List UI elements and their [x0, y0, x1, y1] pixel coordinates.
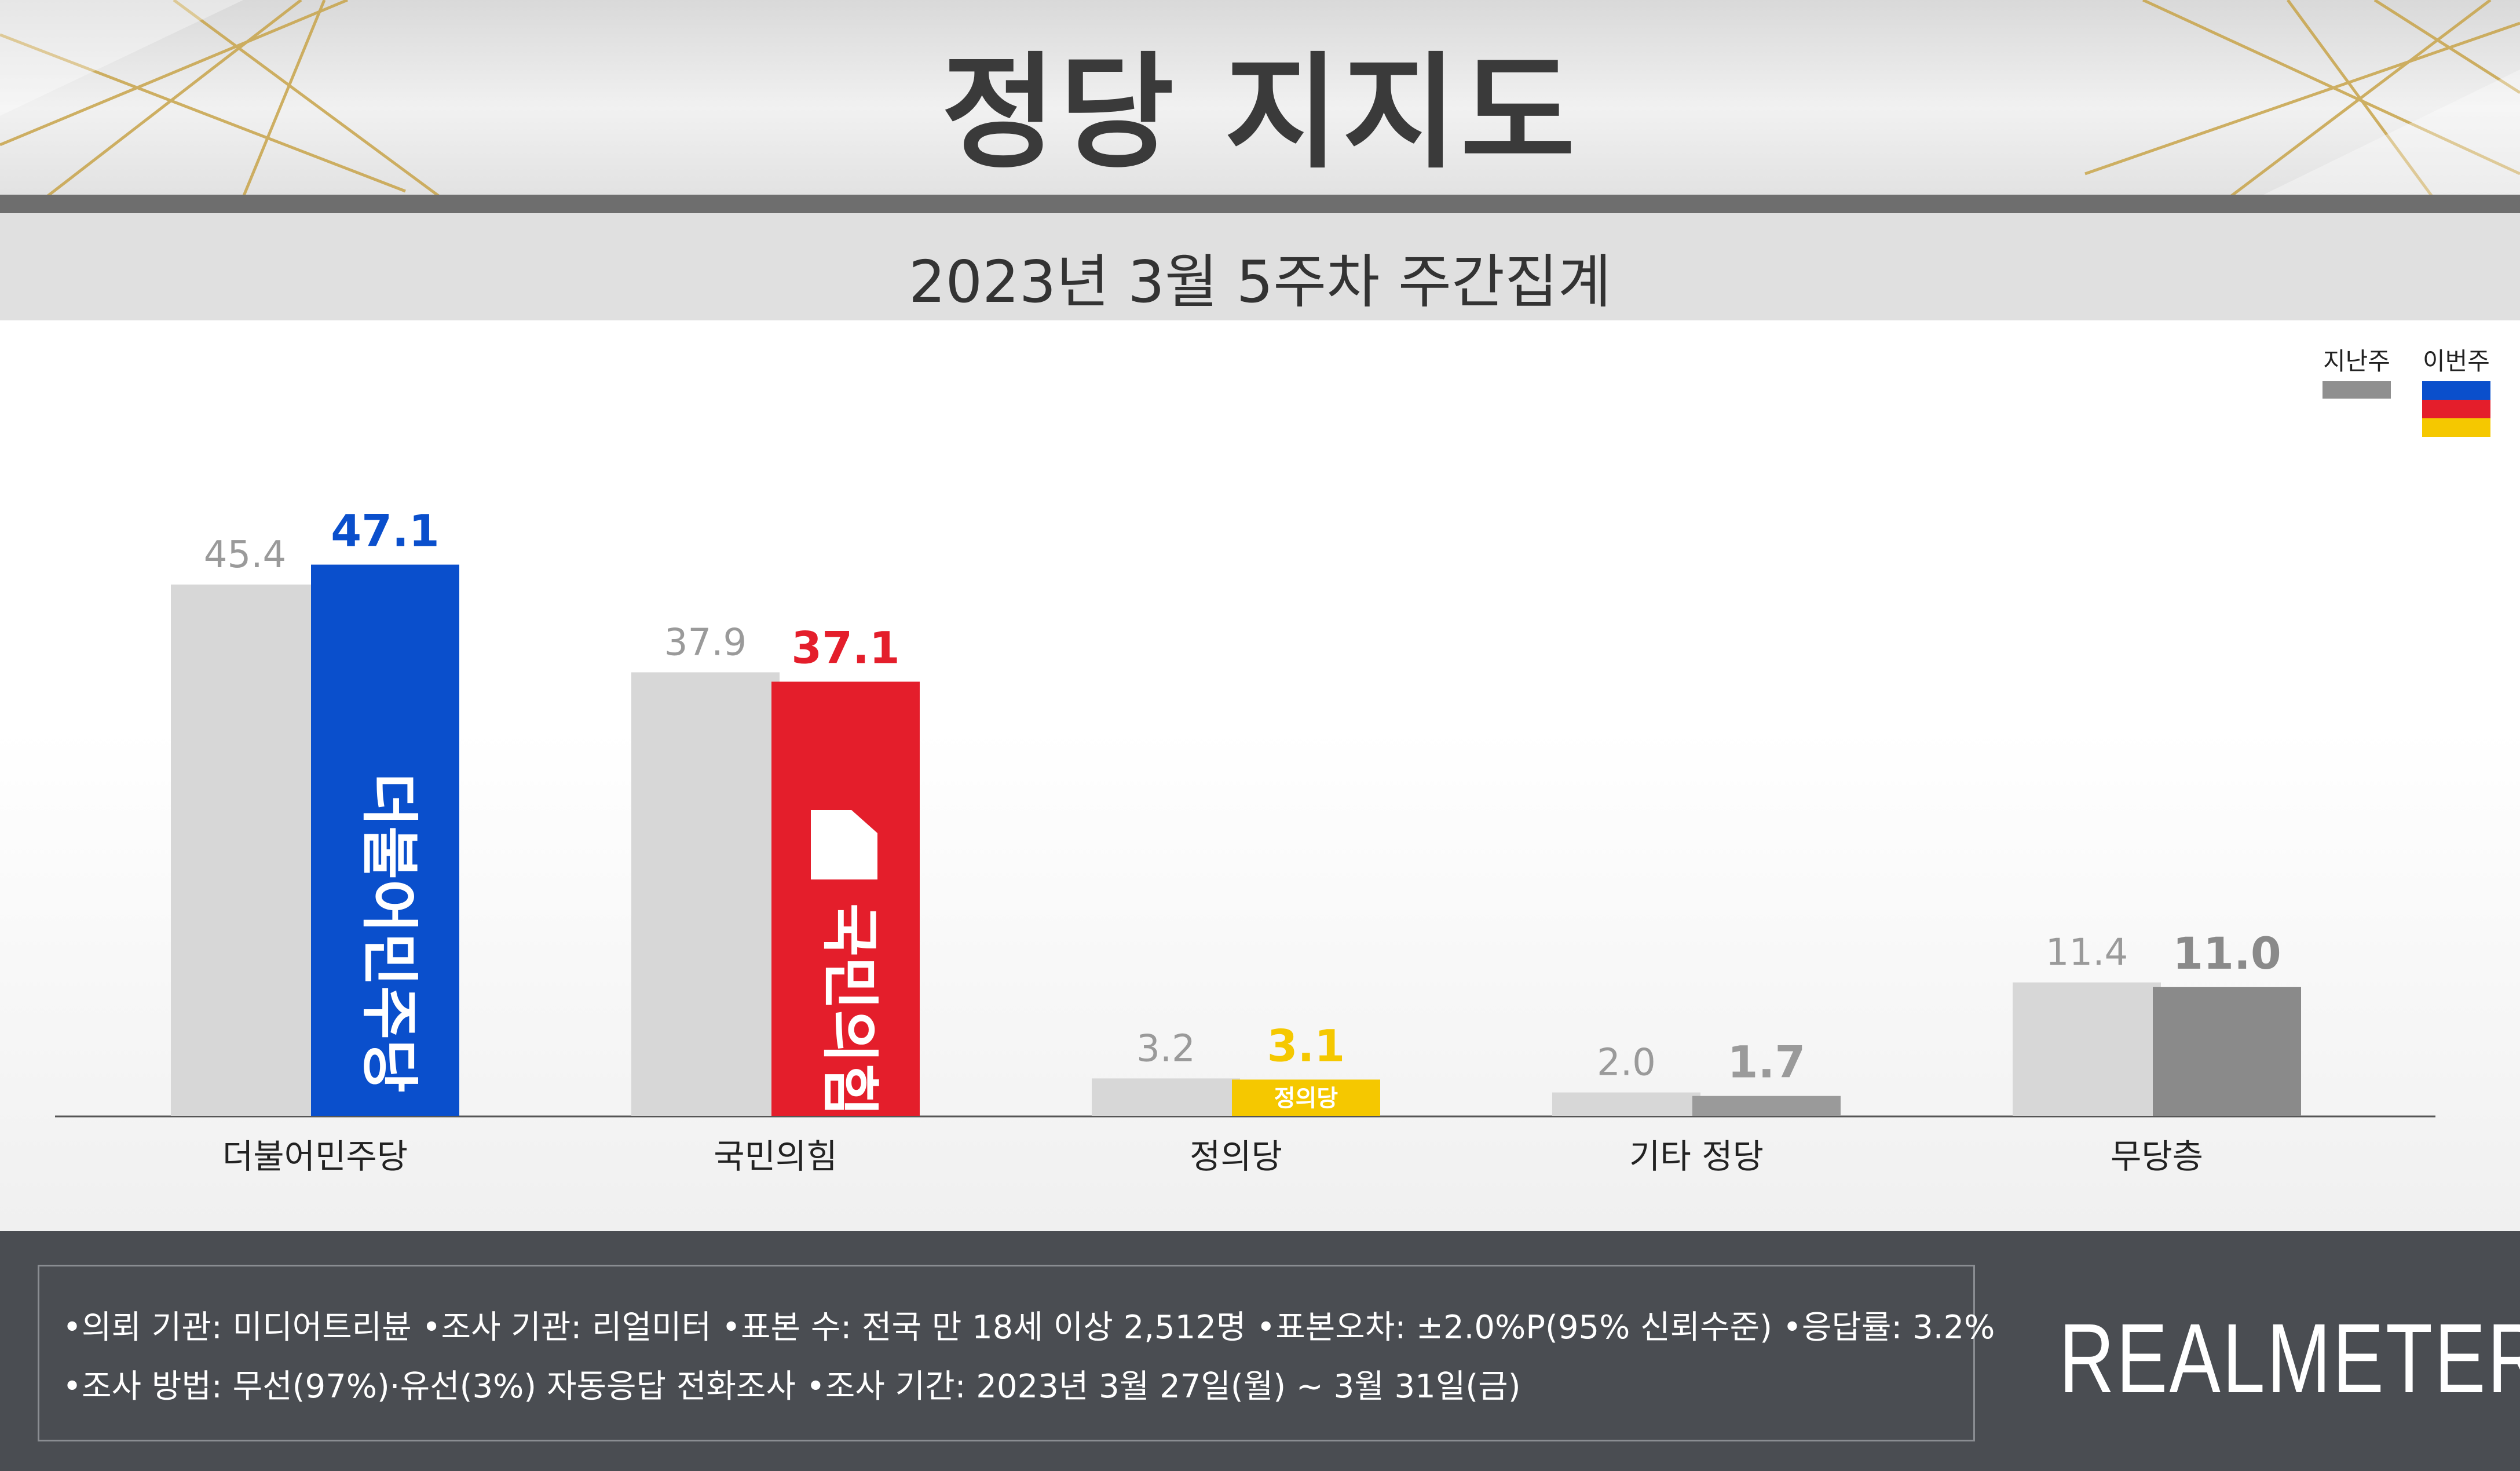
- bar-chart: 45.4 47.1 더불어민주당 37.9 37.1 국민의힘 3.2 3.1 정의당 2.0 1.…: [55, 347, 2490, 1176]
- legend-label-current: 이번주: [2423, 347, 2490, 375]
- category-label: 정의당: [1190, 1137, 1282, 1176]
- header-divider: [0, 195, 2520, 213]
- democratic-party-logo: 더불어민주당: [356, 773, 423, 1093]
- legend-label-previous: 지난주: [2323, 347, 2390, 375]
- value-label-this-week: 47.1: [331, 505, 440, 557]
- ppp-logo-mark: [811, 810, 877, 879]
- justice-party-logo: 정의당: [1274, 1085, 1338, 1112]
- category-label: 기타 정당: [1629, 1137, 1764, 1176]
- bar-this-week: [2153, 987, 2301, 1116]
- bar-this-week: [1232, 1079, 1380, 1116]
- legend-swatch-justice: [2422, 418, 2490, 437]
- legend-swatch-ppp: [2422, 400, 2490, 418]
- bar-previous-week: [1552, 1092, 1700, 1116]
- survey-note-2: •조사 방법: 무선(97%)·유선(3%) 자동응답 전화조사 •조사 기간:…: [63, 1368, 1521, 1406]
- value-label-previous: 11.4: [2046, 932, 2128, 974]
- value-label-previous: 2.0: [1597, 1042, 1656, 1085]
- page-title: 정당 지지도: [941, 40, 1579, 185]
- ppp-logo-text: 국민의힘: [816, 903, 884, 1116]
- survey-notes-box: •의뢰 기관: 미디어트리뷴 •조사 기관: 리얼미터 •표본 수: 전국 만 …: [38, 1265, 1995, 1441]
- realmeter-logo: REALMETER: [2059, 1304, 2520, 1414]
- bar-previous-week: [2013, 982, 2161, 1116]
- value-label-previous: 37.9: [664, 621, 747, 664]
- category-label: 국민의힘: [714, 1137, 837, 1176]
- value-label-this-week: 1.7: [1728, 1036, 1806, 1088]
- subtitle-band: [0, 213, 2520, 320]
- value-label-previous: 45.4: [204, 534, 287, 576]
- decorative-gold-lines: [0, 0, 2520, 197]
- header: 정당 지지도: [0, 0, 2520, 197]
- legend-swatch-democratic: [2422, 381, 2490, 400]
- footer: •의뢰 기관: 미디어트리뷴 •조사 기관: 리얼미터 •표본 수: 전국 만 …: [0, 1231, 2520, 1471]
- bar-this-week: [771, 681, 920, 1116]
- value-label-this-week: 3.1: [1267, 1020, 1345, 1071]
- category-label: 더불어민주당: [222, 1137, 408, 1176]
- survey-note-1: •의뢰 기관: 미디어트리뷴 •조사 기관: 리얼미터 •표본 수: 전국 만 …: [63, 1309, 1995, 1346]
- bar-previous-week: [1092, 1078, 1240, 1116]
- value-label-previous: 3.2: [1136, 1027, 1195, 1070]
- page-subtitle: 2023년 3월 5주차 주간집계: [908, 248, 1612, 316]
- chart-area: 45.4 47.1 더불어민주당 37.9 37.1 국민의힘 3.2 3.1 정의당 2.0 1.…: [0, 320, 2520, 1231]
- bar-previous-week: [171, 584, 319, 1116]
- value-label-this-week: 37.1: [791, 622, 900, 674]
- bar-this-week: [311, 564, 459, 1116]
- value-label-this-week: 11.0: [2172, 928, 2281, 979]
- bar-previous-week: [631, 672, 780, 1116]
- legend-swatch-previous: [2323, 381, 2391, 399]
- category-label: 무당층: [2111, 1137, 2203, 1176]
- bar-this-week: [1692, 1096, 1841, 1116]
